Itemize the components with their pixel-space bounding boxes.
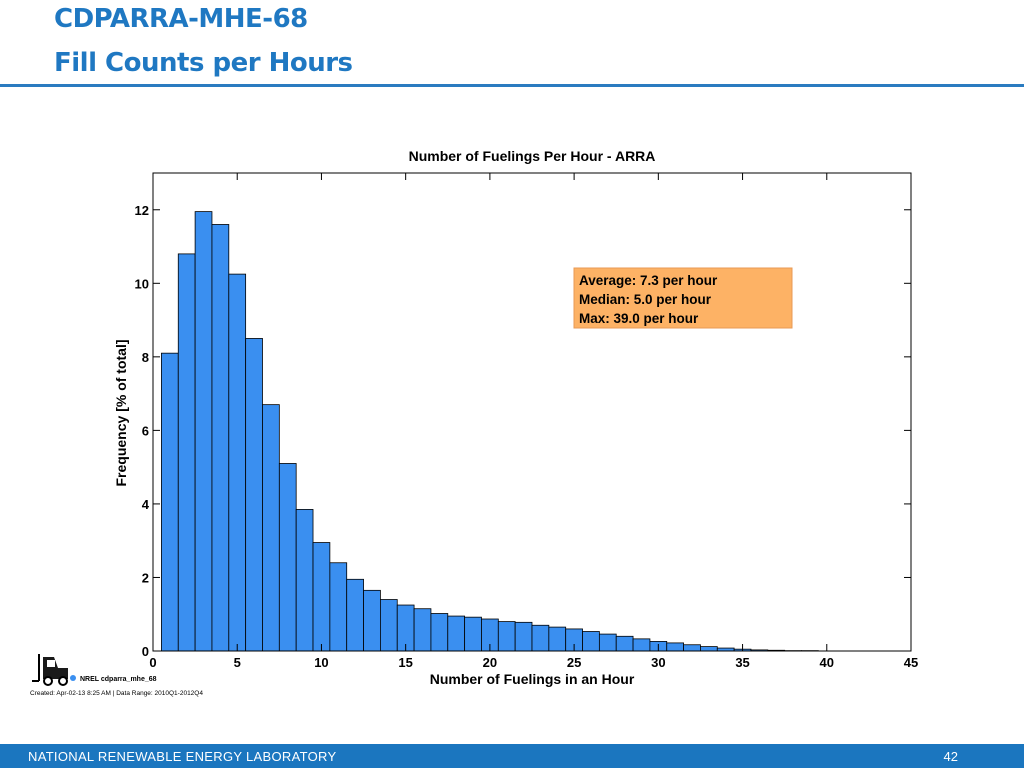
x-tick-label: 35 — [735, 655, 749, 670]
histogram-bar — [329, 562, 348, 652]
stats-average: Average: 7.3 per hour — [579, 273, 718, 288]
y-tick-label: 8 — [142, 350, 149, 365]
created-date-range: Created: Apr-02-13 8:25 AM | Data Range:… — [30, 690, 203, 697]
histogram-bar — [379, 599, 398, 652]
footer-bar: NATIONAL RENEWABLE ENERGY LABORATORY 42 — [0, 744, 1024, 768]
slide-subtitle: Fill Counts per Hours — [54, 48, 353, 78]
bars-group — [161, 211, 819, 652]
histogram-bar — [346, 578, 364, 652]
histogram-bar — [194, 211, 213, 652]
histogram-bar — [598, 633, 617, 652]
histogram-bar — [548, 626, 567, 652]
histogram-bar — [245, 338, 263, 652]
x-tick-label: 40 — [820, 655, 834, 670]
footer-organization: NATIONAL RENEWABLE ENERGY LABORATORY — [28, 749, 337, 764]
x-tick-label: 5 — [234, 655, 241, 670]
x-tick-label: 25 — [567, 655, 581, 670]
stats-median: Median: 5.0 per hour — [579, 292, 712, 307]
tick-labels: 0 5 10 15 20 25 30 35 40 45 0 2 4 6 8 10 12 — [135, 203, 919, 670]
histogram-bar — [632, 638, 651, 652]
x-tick-label: 45 — [904, 655, 918, 670]
histogram-bar — [683, 644, 701, 652]
y-tick-label: 0 — [142, 644, 149, 659]
histogram-bar — [497, 621, 516, 652]
stats-annotation: Average: 7.3 per hour Median: 5.0 per ho… — [573, 267, 793, 329]
page-number: 42 — [943, 749, 958, 764]
x-tick-label: 20 — [483, 655, 497, 670]
chart-title: Number of Fuelings Per Hour - ARRA — [409, 148, 656, 164]
y-tick-label: 6 — [142, 423, 149, 438]
histogram-bar — [211, 224, 230, 652]
histogram-bar — [312, 542, 331, 652]
forklift-logo — [32, 654, 76, 686]
y-tick-label: 4 — [142, 497, 150, 512]
histogram-chart: Number of Fuelings Per Hour - ARRA 0 5 10 1… — [113, 148, 919, 687]
title-divider — [0, 84, 1024, 87]
histogram-bar — [514, 621, 533, 652]
histogram-bar — [531, 624, 550, 652]
nrel-stamp: NREL cdparra_mhe_68 — [80, 676, 157, 683]
histogram-bar — [363, 589, 381, 652]
y-tick-label: 2 — [142, 570, 149, 585]
histogram-bar — [278, 463, 297, 652]
y-axis-label: Frequency [% of total] — [113, 339, 129, 486]
stats-annotation-box — [573, 267, 793, 329]
histogram-bar — [666, 642, 684, 652]
histogram-bar — [582, 631, 600, 652]
stats-max: Max: 39.0 per hour — [579, 311, 699, 326]
histogram-bar — [615, 635, 634, 652]
histogram-bar — [447, 615, 466, 652]
histogram-bar — [228, 273, 247, 652]
histogram-bar — [430, 613, 449, 652]
x-tick-label: 0 — [149, 655, 156, 670]
histogram-bar — [700, 646, 718, 652]
histogram-bar — [177, 253, 196, 652]
x-axis-label: Number of Fuelings in an Hour — [430, 671, 635, 687]
tick-marks — [152, 173, 912, 652]
x-tick-label: 10 — [314, 655, 328, 670]
x-tick-label: 30 — [651, 655, 665, 670]
y-tick-label: 10 — [135, 276, 149, 291]
histogram-bar — [464, 616, 482, 652]
y-tick-label: 12 — [135, 203, 149, 218]
plot-frame — [152, 172, 912, 652]
x-tick-label: 15 — [398, 655, 412, 670]
histogram-bar — [295, 509, 314, 652]
histogram-bar — [413, 608, 432, 652]
histogram-bar — [161, 352, 179, 652]
slide-title: CDPARRA-MHE-68 — [54, 4, 308, 34]
histogram-bar — [262, 404, 280, 652]
